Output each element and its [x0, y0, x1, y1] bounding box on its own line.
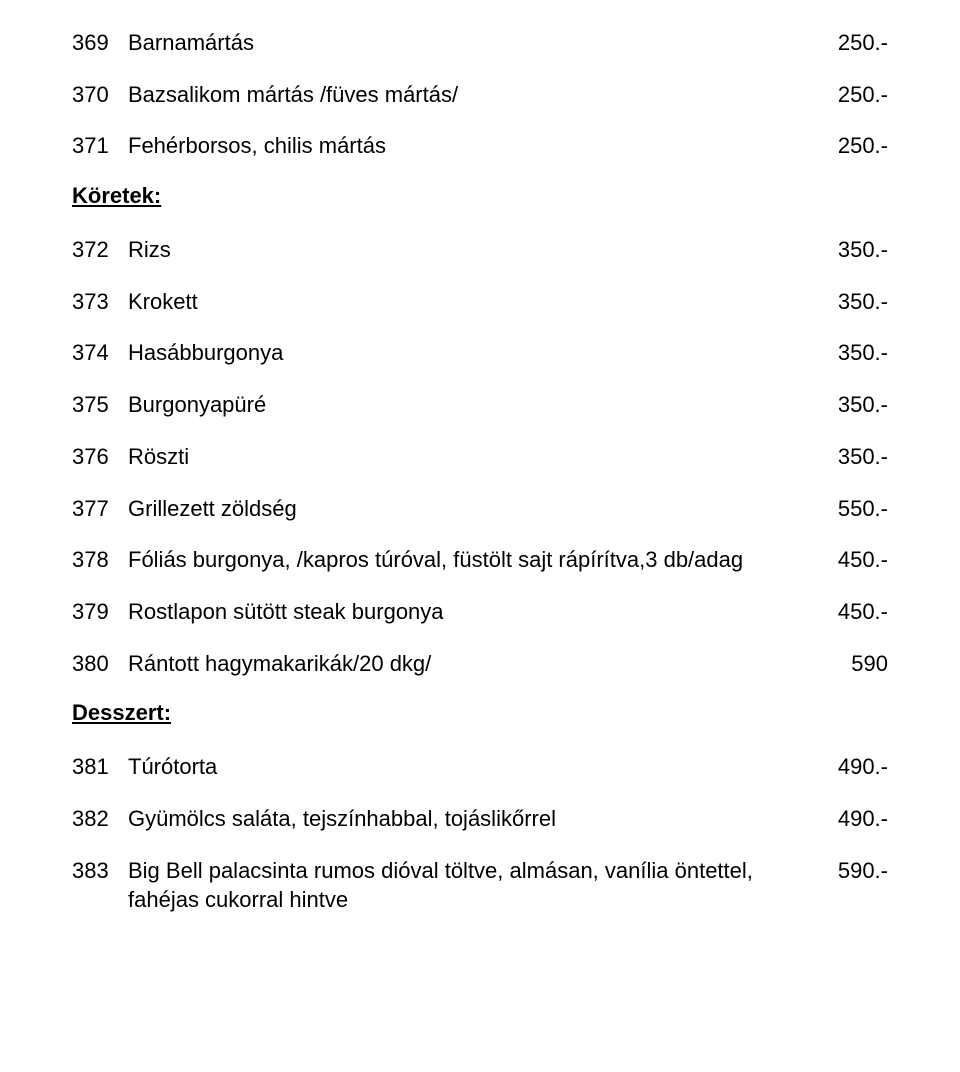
item-price: 450.-	[808, 597, 888, 627]
item-price: 350.-	[808, 338, 888, 368]
item-price: 350.-	[808, 390, 888, 420]
item-price: 250.-	[808, 28, 888, 58]
item-number: 378	[72, 545, 128, 575]
item-price: 450.-	[808, 545, 888, 575]
item-name: Gyümölcs saláta, tejszínhabbal, tojáslik…	[128, 804, 808, 834]
item-number: 376	[72, 442, 128, 472]
item-number: 382	[72, 804, 128, 834]
item-price: 590	[808, 649, 888, 679]
item-number: 377	[72, 494, 128, 524]
item-name: Hasábburgonya	[128, 338, 808, 368]
menu-row: 374 Hasábburgonya 350.-	[72, 338, 888, 368]
menu-row: 382 Gyümölcs saláta, tejszínhabbal, tojá…	[72, 804, 888, 834]
item-number: 374	[72, 338, 128, 368]
item-name: Rántott hagymakarikák/20 dkg/	[128, 649, 808, 679]
item-name: Barnamártás	[128, 28, 808, 58]
item-price: 350.-	[808, 287, 888, 317]
menu-row: 375 Burgonyapüré 350.-	[72, 390, 888, 420]
item-price: 490.-	[808, 752, 888, 782]
item-price: 350.-	[808, 235, 888, 265]
item-price: 590.-	[808, 856, 888, 886]
menu-row: 378 Fóliás burgonya, /kapros túróval, fü…	[72, 545, 888, 575]
item-name: Fóliás burgonya, /kapros túróval, füstöl…	[128, 545, 808, 575]
menu-row: 381 Túrótorta 490.-	[72, 752, 888, 782]
menu-row: 383 Big Bell palacsinta rumos dióval töl…	[72, 856, 888, 915]
section-heading-koretek: Köretek:	[72, 183, 888, 209]
menu-row: 373 Krokett 350.-	[72, 287, 888, 317]
section-heading-desszert: Desszert:	[72, 700, 888, 726]
item-number: 379	[72, 597, 128, 627]
item-price: 490.-	[808, 804, 888, 834]
menu-row: 370 Bazsalikom mártás /füves mártás/ 250…	[72, 80, 888, 110]
item-number: 371	[72, 131, 128, 161]
item-number: 372	[72, 235, 128, 265]
item-number: 381	[72, 752, 128, 782]
item-number: 383	[72, 856, 128, 886]
item-price: 250.-	[808, 80, 888, 110]
item-name: Bazsalikom mártás /füves mártás/	[128, 80, 808, 110]
item-name: Röszti	[128, 442, 808, 472]
menu-row: 380 Rántott hagymakarikák/20 dkg/ 590	[72, 649, 888, 679]
menu-page: 369 Barnamártás 250.- 370 Bazsalikom már…	[0, 0, 960, 977]
item-name: Fehérborsos, chilis mártás	[128, 131, 808, 161]
item-number: 380	[72, 649, 128, 679]
item-name: Krokett	[128, 287, 808, 317]
menu-row: 377 Grillezett zöldség 550.-	[72, 494, 888, 524]
item-price: 350.-	[808, 442, 888, 472]
menu-row: 371 Fehérborsos, chilis mártás 250.-	[72, 131, 888, 161]
item-name: Grillezett zöldség	[128, 494, 808, 524]
item-number: 369	[72, 28, 128, 58]
item-name: Túrótorta	[128, 752, 808, 782]
menu-row: 379 Rostlapon sütött steak burgonya 450.…	[72, 597, 888, 627]
item-number: 375	[72, 390, 128, 420]
menu-row: 376 Röszti 350.-	[72, 442, 888, 472]
item-price: 250.-	[808, 131, 888, 161]
menu-row: 369 Barnamártás 250.-	[72, 28, 888, 58]
item-name: Rostlapon sütött steak burgonya	[128, 597, 808, 627]
menu-row: 372 Rizs 350.-	[72, 235, 888, 265]
item-name: Burgonyapüré	[128, 390, 808, 420]
item-number: 373	[72, 287, 128, 317]
item-name: Big Bell palacsinta rumos dióval töltve,…	[128, 856, 808, 915]
item-name: Rizs	[128, 235, 808, 265]
item-price: 550.-	[808, 494, 888, 524]
item-number: 370	[72, 80, 128, 110]
